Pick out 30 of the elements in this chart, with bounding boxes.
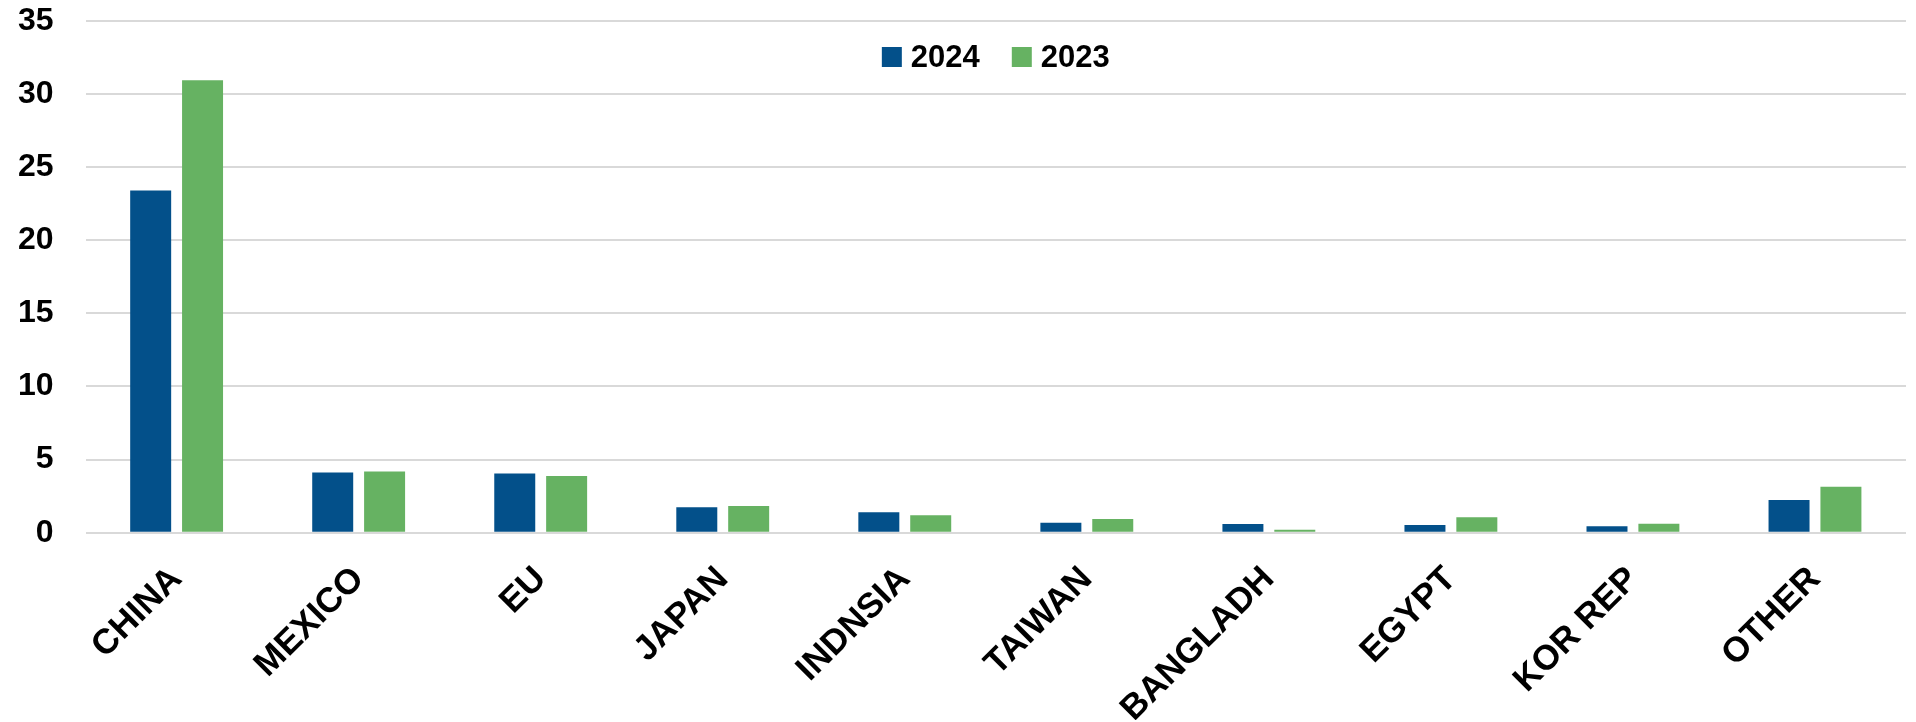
y-tick-label: 35 [18, 0, 54, 37]
bar [1092, 518, 1134, 532]
y-tick-label: 15 [18, 293, 54, 330]
bar [364, 471, 406, 532]
legend-label: 2023 [1040, 38, 1110, 74]
bar [1638, 523, 1680, 532]
bar [910, 515, 952, 532]
bar [1456, 517, 1498, 532]
legend-label: 2024 [910, 38, 981, 74]
bar [1404, 524, 1446, 532]
bar [312, 472, 354, 532]
bar [858, 512, 900, 532]
y-tick-label: 30 [18, 73, 54, 110]
bar [1222, 523, 1264, 532]
y-tick-label: 20 [18, 220, 54, 257]
y-tick-label: 25 [18, 147, 54, 184]
bar [1586, 526, 1628, 532]
bar [1768, 500, 1810, 532]
bar [546, 476, 588, 532]
bar [130, 190, 172, 532]
bar [182, 80, 224, 532]
bar [728, 506, 770, 532]
y-tick-label: 0 [35, 512, 54, 549]
bar [494, 473, 536, 532]
bar [676, 507, 718, 532]
bar [1820, 486, 1862, 532]
y-tick-label: 10 [18, 366, 54, 403]
y-tick-label: 5 [35, 439, 54, 476]
bar [1040, 522, 1082, 532]
x-tick-label: EU [490, 557, 553, 620]
